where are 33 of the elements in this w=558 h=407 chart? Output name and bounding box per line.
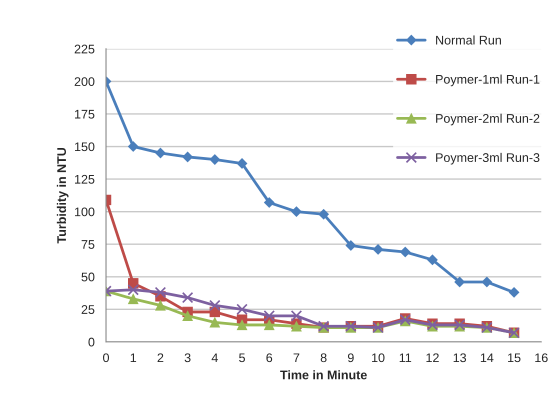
- x-tick-label: 14: [480, 353, 494, 362]
- x-tick-label: 10: [372, 353, 385, 362]
- y-tick-label: 200: [74, 77, 94, 86]
- legend-label: Normal Run: [436, 35, 501, 45]
- x-tick-label: 15: [508, 353, 520, 362]
- x-tick-label: 4: [212, 353, 218, 362]
- y-axis-title: Turbidity in NTU: [56, 148, 68, 244]
- legend-label: Poymer-3ml Run-3: [436, 152, 540, 165]
- x-tick-label: 16: [535, 353, 548, 362]
- x-tick-label: 12: [426, 353, 439, 362]
- y-tick-label: 150: [75, 142, 94, 152]
- x-tick-label: 8: [320, 353, 327, 362]
- x-tick-label: 5: [239, 353, 245, 362]
- legend-label: Poymer-2ml Run-2: [436, 114, 540, 126]
- x-tick-label: 13: [454, 353, 466, 362]
- x-tick-label: 7: [294, 353, 300, 362]
- x-tick-label: 2: [158, 353, 164, 362]
- y-tick-label: 225: [74, 44, 94, 54]
- x-tick-label: 0: [103, 353, 110, 362]
- x-tick-label: 11: [400, 353, 412, 362]
- x-axis-title: Time in Minute: [280, 370, 367, 380]
- y-tick-label: 175: [75, 110, 94, 119]
- x-tick-label: 3: [184, 353, 191, 362]
- y-tick-label: 125: [75, 174, 94, 184]
- legend-label: Poymer-1ml Run-1: [436, 74, 540, 86]
- y-tick-label: 25: [82, 305, 94, 314]
- y-tick-label: 100: [75, 207, 94, 216]
- x-tick-label: 9: [348, 353, 354, 362]
- y-tick-label: 75: [82, 240, 94, 249]
- x-tick-label: 1: [130, 353, 136, 362]
- x-tick-label: 6: [266, 353, 272, 362]
- y-tick-label: 50: [82, 272, 94, 282]
- y-tick-label: 0: [88, 338, 94, 347]
